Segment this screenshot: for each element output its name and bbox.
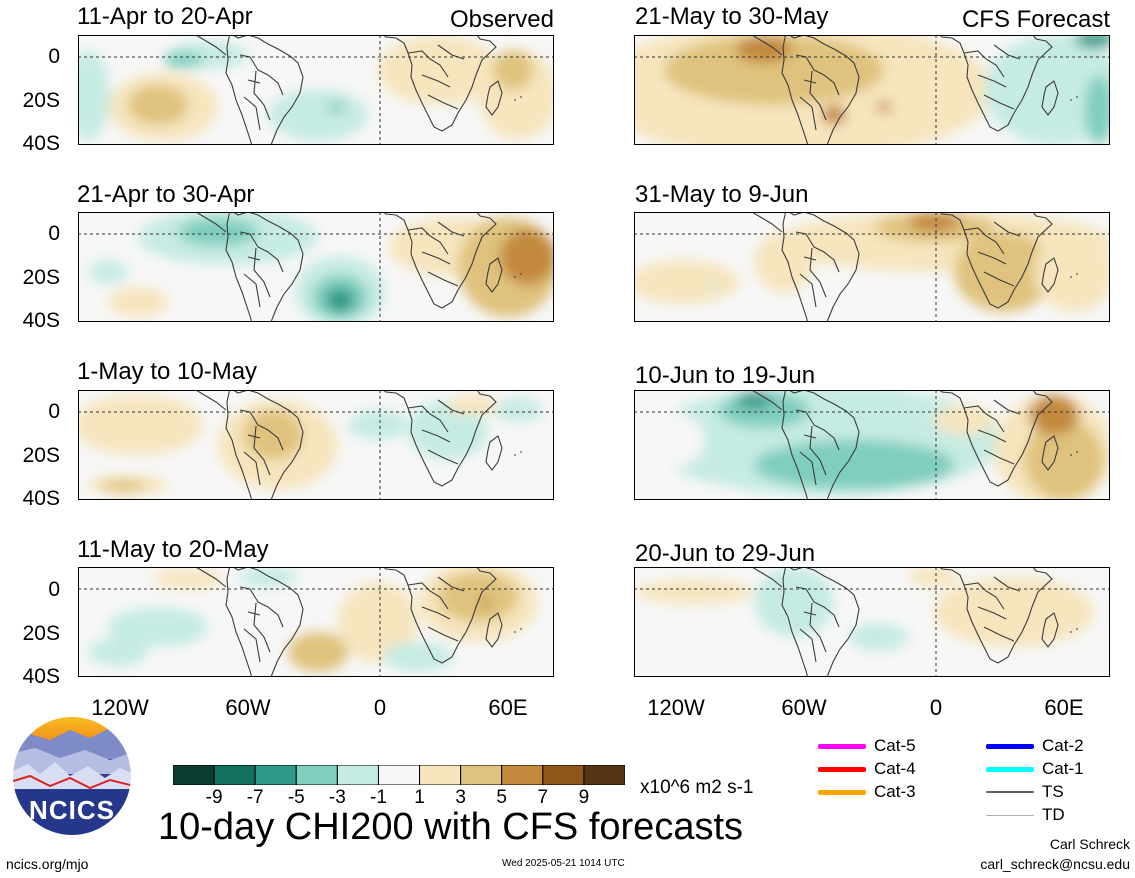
colorbar-swatch xyxy=(295,764,338,786)
y-tick: 0 xyxy=(48,578,60,601)
legend-label-cat-5: Cat-5 xyxy=(874,736,916,755)
ncics-logo: NCICS xyxy=(10,714,134,838)
panel-title: 10-Jun to 19-Jun xyxy=(635,362,816,389)
colorbar-tick: 5 xyxy=(496,787,507,808)
footer-url[interactable]: ncics.org/mjo xyxy=(6,856,89,872)
footer-timestamp: Wed 2025-05-21 1014 UTC xyxy=(502,858,625,869)
colorbar-tick: -9 xyxy=(205,787,223,808)
legend-swatch-cat-2 xyxy=(986,744,1034,749)
map-panel-observed-1 xyxy=(66,30,558,162)
panel-title: 11-May to 20-May xyxy=(77,536,269,563)
colorbar-swatch xyxy=(172,764,215,786)
author-email[interactable]: carl_schreck@ncsu.edu xyxy=(980,856,1130,872)
x-tick: 60E xyxy=(488,695,528,720)
colorbar-swatch xyxy=(583,764,626,786)
y-tick: 0 xyxy=(48,222,60,245)
legend-swatch-td xyxy=(986,815,1034,816)
legend-swatch-cat-5 xyxy=(818,744,866,749)
legend-label-cat-3: Cat-3 xyxy=(874,782,916,801)
cfs-forecast-label: CFS Forecast xyxy=(961,6,1110,33)
map-panel-observed-3 xyxy=(73,385,555,517)
legend-swatch-cat-3 xyxy=(818,790,866,795)
colorbar xyxy=(172,764,626,786)
x-tick: 0 xyxy=(373,695,387,720)
colorbar-tick: 7 xyxy=(537,787,549,808)
y-tick: 40S xyxy=(22,132,60,155)
x-tick: 60W xyxy=(781,695,827,720)
y-tick: 0 xyxy=(48,45,60,68)
colorbar-swatch xyxy=(336,764,379,786)
y-tick: 20S xyxy=(22,89,60,112)
x-tick: 60E xyxy=(1044,695,1084,720)
observed-label: Observed xyxy=(449,6,554,33)
y-tick: 40S xyxy=(22,309,60,332)
x-tick: 120W xyxy=(647,695,705,720)
logo-text: NCICS xyxy=(29,795,115,825)
legend-label-td: TD xyxy=(1042,805,1065,824)
y-tick: 40S xyxy=(22,487,60,510)
map-panel-forecast-2 xyxy=(629,207,1114,339)
colorbar-swatch xyxy=(254,764,297,786)
y-tick: 20S xyxy=(22,266,60,289)
main-title: 10-day CHI200 with CFS forecasts xyxy=(158,806,744,848)
colorbar-swatch xyxy=(501,764,544,786)
colorbar-tick: 9 xyxy=(578,787,590,808)
y-tick: 20S xyxy=(22,444,60,467)
panel-title: 21-May to 30-May xyxy=(635,3,829,30)
x-tick: 120W xyxy=(91,695,149,720)
colorbar-tick: -7 xyxy=(246,787,264,808)
panel-title: 20-Jun to 29-Jun xyxy=(635,540,816,567)
colorbar-tick: -3 xyxy=(328,787,346,808)
colorbar-swatch xyxy=(377,764,421,786)
map-panel-observed-4 xyxy=(77,562,555,694)
colorbar-swatch xyxy=(542,764,585,786)
author-name: Carl Schreck xyxy=(1049,836,1130,852)
y-tick: 0 xyxy=(48,400,60,423)
panel-title: 31-May to 9-Jun xyxy=(635,181,809,208)
panel-title: 11-Apr to 20-Apr xyxy=(77,3,253,30)
legend-label-ts: TS xyxy=(1042,782,1064,801)
colorbar-tick: 3 xyxy=(455,787,466,808)
legend-swatch-ts xyxy=(986,791,1034,793)
legend-label-cat-2: Cat-2 xyxy=(1042,736,1084,755)
panel-title: 1-May to 10-May xyxy=(77,358,258,385)
map-panel-forecast-1 xyxy=(594,20,1124,162)
y-tick: 20S xyxy=(22,622,60,645)
legend-swatch-cat-1 xyxy=(986,767,1034,772)
panel-title: 21-Apr to 30-Apr xyxy=(77,181,255,208)
legend-label-cat-4: Cat-4 xyxy=(874,759,916,778)
colorbar-swatch xyxy=(419,764,462,786)
legend-swatch-cat-4 xyxy=(818,767,866,772)
legend-label-cat-1: Cat-1 xyxy=(1042,759,1084,778)
y-tick: 40S xyxy=(22,665,60,688)
x-tick: 60W xyxy=(225,695,271,720)
colorbar-units: x10^6 m2 s-1 xyxy=(640,777,754,798)
x-tick: 0 xyxy=(929,695,943,720)
colorbar-tick: -5 xyxy=(287,787,305,808)
colorbar-tick: 1 xyxy=(414,787,425,808)
map-panel-forecast-4 xyxy=(633,562,1111,694)
map-panel-observed-2 xyxy=(77,207,558,339)
colorbar-tick: -1 xyxy=(370,787,387,808)
colorbar-swatch xyxy=(213,764,256,786)
map-panel-forecast-3 xyxy=(624,385,1114,517)
colorbar-swatch xyxy=(460,764,503,786)
